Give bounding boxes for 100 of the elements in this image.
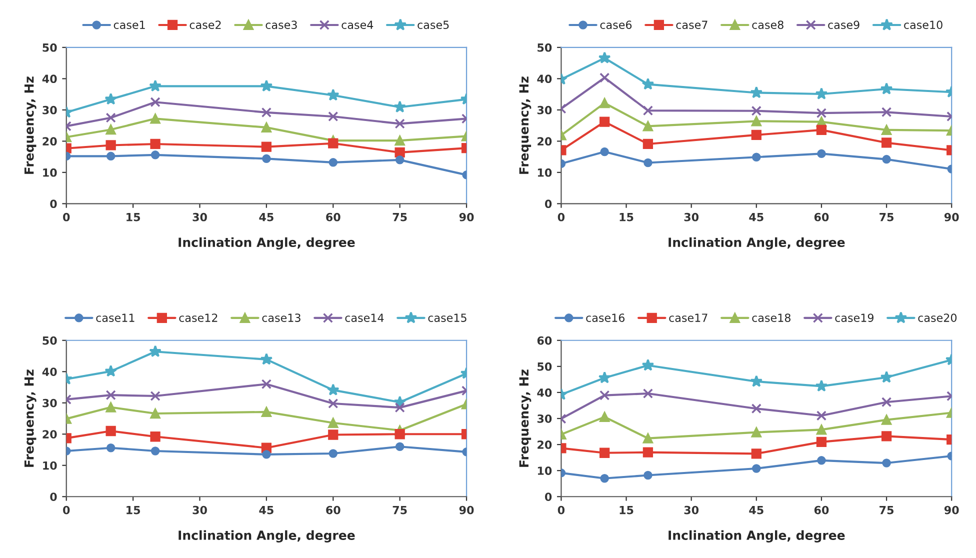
point (104, 92, 118, 105)
legend-label: case15 (428, 314, 466, 322)
point (816, 124, 827, 135)
point (326, 88, 340, 101)
point (751, 427, 762, 438)
y-tick-label: 0 (544, 492, 552, 501)
legend-label: case12 (179, 314, 218, 322)
point (106, 112, 116, 123)
point (150, 138, 160, 150)
x-tick-label: 45 (259, 506, 274, 514)
x-tick-label: 0 (558, 212, 565, 222)
point (260, 352, 273, 365)
point (394, 118, 405, 129)
y-tick-label: 0 (50, 492, 57, 501)
point (598, 371, 611, 384)
point (751, 448, 762, 459)
point (750, 375, 763, 387)
point (600, 147, 609, 156)
point (816, 108, 827, 118)
y-tick-label: 30 (537, 106, 552, 114)
point (600, 72, 610, 83)
point (642, 105, 654, 116)
point (881, 431, 892, 442)
y-tick-label: 10 (43, 168, 57, 177)
point (149, 345, 162, 358)
point (104, 364, 118, 377)
point (394, 100, 406, 113)
point (644, 158, 652, 168)
point (328, 111, 338, 122)
y-tick-label: 40 (537, 74, 552, 84)
y-axis-title: Frequency, Hz (24, 370, 36, 467)
point (882, 458, 891, 468)
point (394, 429, 405, 440)
point (395, 156, 404, 164)
x-tick-label: 45 (749, 506, 764, 514)
point (600, 390, 610, 400)
legend-label: case19 (835, 314, 874, 322)
x-tick-label: 60 (814, 506, 829, 514)
y-tick-label: 20 (538, 440, 552, 449)
point (600, 412, 610, 422)
legend-label: case16 (586, 314, 625, 322)
y-tick-label: 0 (544, 200, 552, 208)
point (262, 154, 271, 164)
point (880, 82, 893, 94)
x-tick-label: 45 (259, 213, 274, 222)
y-tick-label: 50 (538, 362, 552, 371)
y-axis-title: Frequency, Hz (519, 370, 532, 467)
legend-label: case9 (828, 20, 860, 30)
x-tick-label: 15 (620, 213, 634, 222)
y-tick-label: 30 (42, 106, 57, 114)
point (328, 449, 338, 458)
x-tick-label: 15 (620, 506, 634, 514)
y-tick-label: 10 (538, 168, 552, 177)
point (816, 410, 827, 421)
point (881, 124, 892, 135)
y-tick-label: 20 (42, 430, 57, 439)
y-tick-label: 50 (538, 43, 552, 52)
point (261, 379, 272, 390)
point (260, 80, 273, 92)
point (642, 388, 654, 399)
x-tick-label: 90 (944, 212, 959, 222)
point (815, 88, 828, 100)
y-tick-label: 40 (537, 388, 552, 397)
point (751, 106, 762, 116)
point (600, 98, 610, 108)
x-axis-title: Inclination Angle, degree (178, 237, 355, 250)
legend-label: case18 (752, 314, 790, 322)
legend-label: case20 (918, 314, 957, 322)
legend-label: case6 (600, 20, 632, 30)
y-tick-label: 40 (42, 368, 57, 376)
point (881, 138, 892, 148)
legend-label: case7 (676, 20, 708, 30)
point (149, 80, 162, 92)
point (150, 390, 160, 402)
y-tick-label: 0 (50, 200, 57, 208)
point (600, 116, 610, 127)
point (750, 86, 763, 98)
x-tick-label: 30 (192, 506, 207, 514)
point (881, 107, 892, 118)
legend-label: case2 (190, 20, 221, 30)
point (394, 135, 405, 146)
point (150, 408, 160, 419)
point (150, 114, 160, 124)
point (642, 447, 654, 458)
point (106, 443, 116, 452)
x-tick-label: 75 (880, 506, 894, 514)
x-tick-label: 45 (749, 213, 764, 222)
x-tick-label: 30 (192, 212, 207, 222)
x-tick-label: 75 (392, 506, 407, 514)
legend-label: case4 (342, 20, 374, 30)
point (880, 370, 893, 383)
x-tick-label: 15 (126, 506, 140, 514)
x-axis-title: Inclination Angle, degree (668, 530, 845, 542)
point (261, 142, 272, 152)
point (751, 130, 762, 140)
point (815, 380, 828, 392)
point (394, 402, 405, 413)
point (642, 78, 654, 90)
point (328, 138, 338, 148)
point (106, 426, 116, 436)
